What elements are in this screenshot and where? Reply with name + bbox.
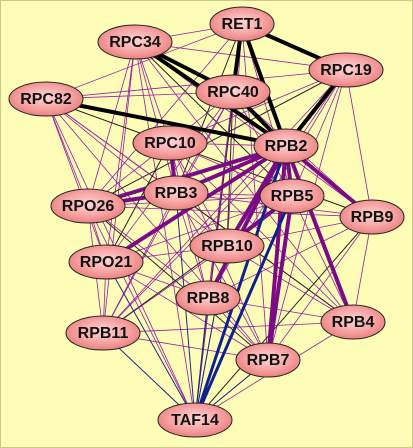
edge	[206, 145, 288, 299]
edge	[267, 216, 373, 361]
edge	[266, 195, 294, 361]
node	[175, 280, 241, 316]
node	[320, 304, 386, 340]
edge	[87, 205, 196, 421]
edge	[134, 41, 293, 197]
node-label: RPB5	[271, 188, 314, 205]
edge	[175, 23, 243, 194]
nodes: RET1 RPC34 RPC19 RPC82 RPC40 RPC10 RPB2 RPB3 RPB…	[8, 6, 405, 438]
node-label: RPC82	[20, 91, 72, 108]
node	[157, 402, 233, 438]
node	[8, 81, 84, 117]
node	[143, 175, 209, 211]
edge	[291, 69, 347, 197]
node-label: RPO21	[80, 254, 133, 271]
edge	[87, 205, 373, 218]
node-label: RPB8	[187, 290, 230, 307]
edge	[87, 144, 287, 208]
edge	[291, 195, 354, 323]
edge	[207, 216, 373, 299]
edge	[87, 205, 209, 299]
node	[189, 228, 265, 264]
node	[132, 125, 208, 161]
node	[195, 74, 271, 110]
node-label: RPC10	[144, 135, 196, 152]
edge	[87, 205, 269, 361]
node	[308, 52, 384, 88]
node	[339, 199, 405, 235]
edge	[105, 195, 293, 263]
edge	[267, 69, 347, 361]
edge	[194, 216, 373, 421]
edge	[105, 261, 196, 421]
node-label: RPB4	[332, 314, 375, 331]
edge	[284, 145, 355, 323]
node-label: TAF14	[171, 412, 219, 429]
edge	[134, 41, 354, 323]
node	[65, 315, 141, 351]
node-label: RPB2	[265, 138, 308, 155]
edge	[345, 69, 373, 218]
edge	[352, 216, 373, 323]
node	[259, 178, 325, 214]
node	[50, 188, 126, 224]
edge	[87, 69, 347, 207]
edge	[169, 142, 209, 299]
edge	[134, 41, 177, 194]
node-label: RPB9	[351, 209, 394, 226]
node	[235, 342, 301, 378]
node-label: RET1	[222, 16, 263, 33]
node-label: RPB11	[78, 325, 129, 342]
edge	[102, 41, 136, 334]
node-label: RPO26	[62, 198, 115, 215]
edge	[175, 192, 269, 361]
edge	[134, 41, 196, 421]
node-label: RPB7	[247, 352, 290, 369]
node-label: RPC19	[320, 62, 372, 79]
edge	[105, 142, 171, 263]
edge	[87, 41, 136, 207]
edge	[194, 297, 209, 421]
node-label: RPC40	[207, 84, 259, 101]
edge	[45, 98, 89, 207]
node	[97, 24, 173, 60]
edge	[87, 23, 243, 207]
node	[209, 6, 275, 42]
node-label: RPB3	[155, 185, 198, 202]
edge	[102, 69, 347, 334]
edge	[45, 98, 107, 263]
edge	[45, 97, 287, 148]
edge	[45, 98, 228, 247]
node-label: RPC34	[109, 34, 161, 51]
edge	[45, 23, 243, 100]
edge	[193, 195, 294, 421]
node	[68, 244, 144, 280]
node	[253, 128, 319, 164]
node-label: RPB10	[201, 238, 253, 255]
